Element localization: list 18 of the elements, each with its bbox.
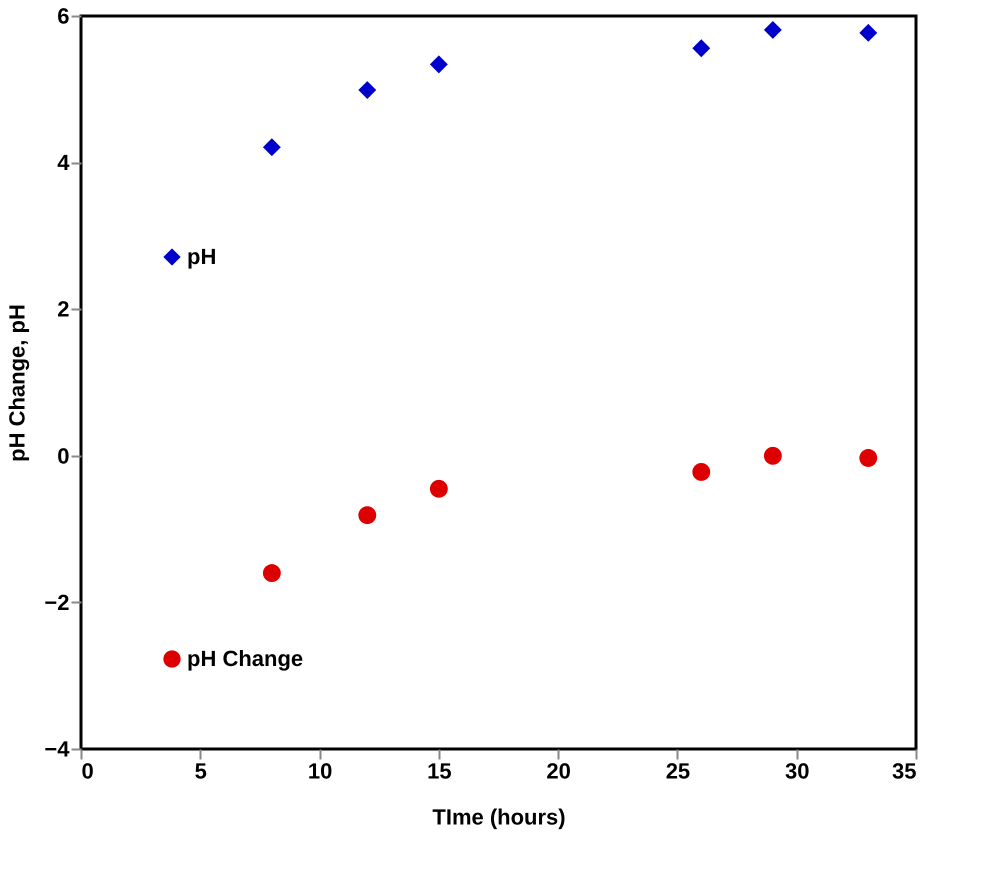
x-tick-label: 5 [194, 758, 207, 784]
y-tick-label: 6 [57, 4, 70, 28]
x-tick-label: 15 [427, 758, 452, 784]
y-tick-label: −2 [44, 590, 70, 615]
x-tick-label: 25 [666, 758, 690, 784]
y-tick-label: 0 [57, 443, 70, 468]
x-tick-label: 20 [546, 758, 571, 784]
y-axis-title: pH Change, pH [4, 304, 30, 462]
x-tick-label: 30 [784, 758, 810, 784]
x-tick-label: 10 [308, 758, 332, 784]
legend-label: pH Change [187, 646, 304, 671]
x-axis-title: TIme (hours) [432, 804, 566, 830]
y-tick-label: −4 [44, 736, 70, 762]
x-tick-label: 35 [892, 758, 916, 784]
y-tick-label: 4 [57, 150, 70, 176]
legend-label: pH [187, 244, 216, 269]
y-tick-label: 2 [57, 296, 70, 322]
x-tick-label: 0 [82, 758, 94, 784]
